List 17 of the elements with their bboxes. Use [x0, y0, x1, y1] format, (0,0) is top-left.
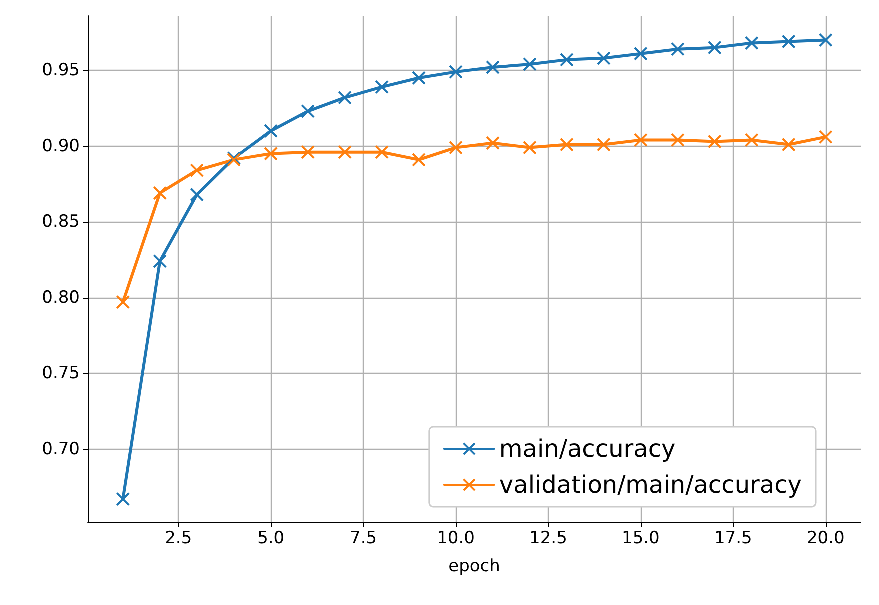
y-tick-label: 0.90	[42, 136, 80, 156]
x-tick-label: 2.5	[165, 528, 192, 548]
y-tick-label: 0.70	[42, 439, 80, 460]
x-tick-label: 15.0	[622, 528, 660, 548]
x-tick-label: 10.0	[437, 528, 475, 548]
x-axis-title: epoch	[448, 556, 500, 576]
y-tick-label: 0.75	[42, 364, 80, 384]
legend-label: validation/main/accuracy	[499, 471, 802, 499]
y-tick-label: 0.80	[42, 288, 80, 308]
x-tick-label: 17.5	[714, 528, 752, 548]
legend-label: main/accuracy	[499, 435, 676, 463]
x-tick-label: 20.0	[806, 528, 845, 548]
x-tick-label: 7.5	[350, 528, 378, 548]
y-tick-label: 0.95	[42, 60, 80, 81]
x-tick-label: 5.0	[258, 528, 285, 548]
x-tick-label: 12.5	[530, 528, 568, 548]
y-tick-label: 0.85	[42, 212, 80, 232]
